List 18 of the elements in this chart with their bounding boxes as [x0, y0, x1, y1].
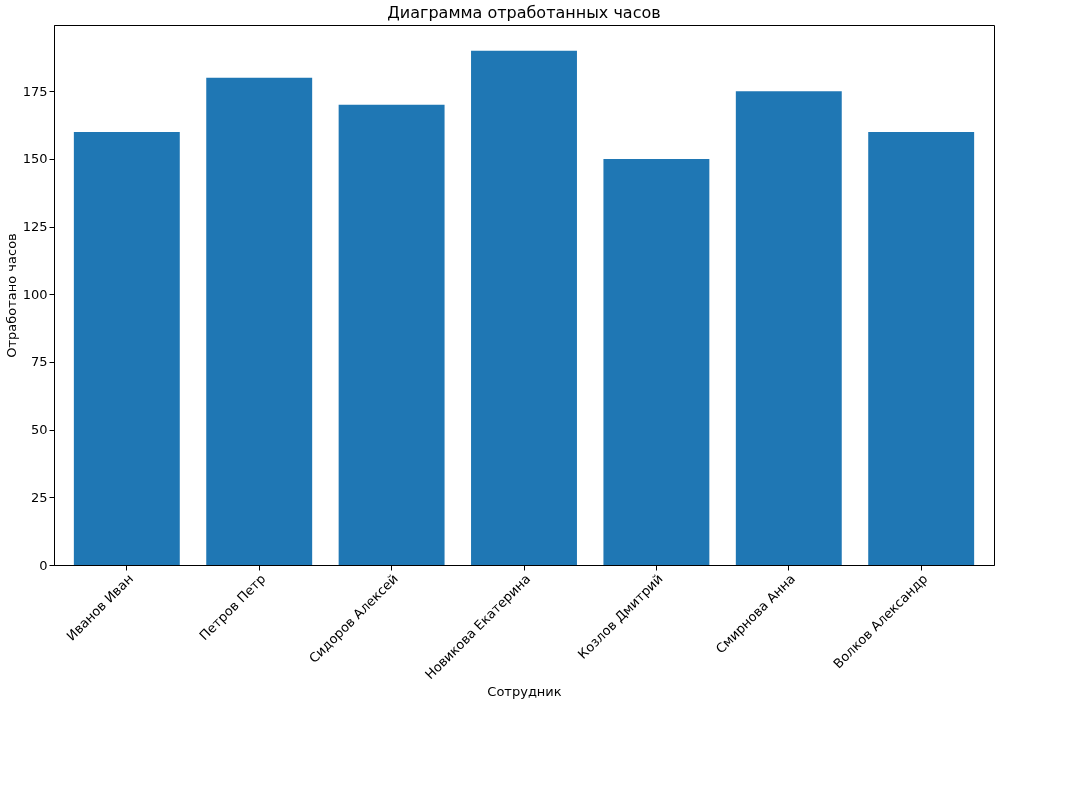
- bar: [868, 131, 975, 565]
- bar: [735, 91, 842, 565]
- y-tick-label: 50: [30, 422, 48, 438]
- y-tick-label: 0: [39, 557, 48, 573]
- bar: [338, 104, 445, 565]
- y-tick-label: 75: [30, 354, 48, 370]
- y-axis-title: Отработано часов: [3, 233, 19, 358]
- y-tick-label: 25: [30, 489, 48, 505]
- y-tick-label: 175: [22, 83, 48, 99]
- bar: [603, 158, 710, 565]
- chart-title: Диаграмма отработанных часов: [387, 3, 661, 22]
- y-tick-label: 100: [22, 286, 48, 302]
- bar: [471, 50, 577, 565]
- y-tick-label: 125: [22, 219, 48, 235]
- x-axis-title: Сотрудник: [487, 684, 562, 700]
- bar: [73, 131, 180, 565]
- bar: [206, 77, 313, 565]
- y-tick-label: 150: [22, 151, 48, 167]
